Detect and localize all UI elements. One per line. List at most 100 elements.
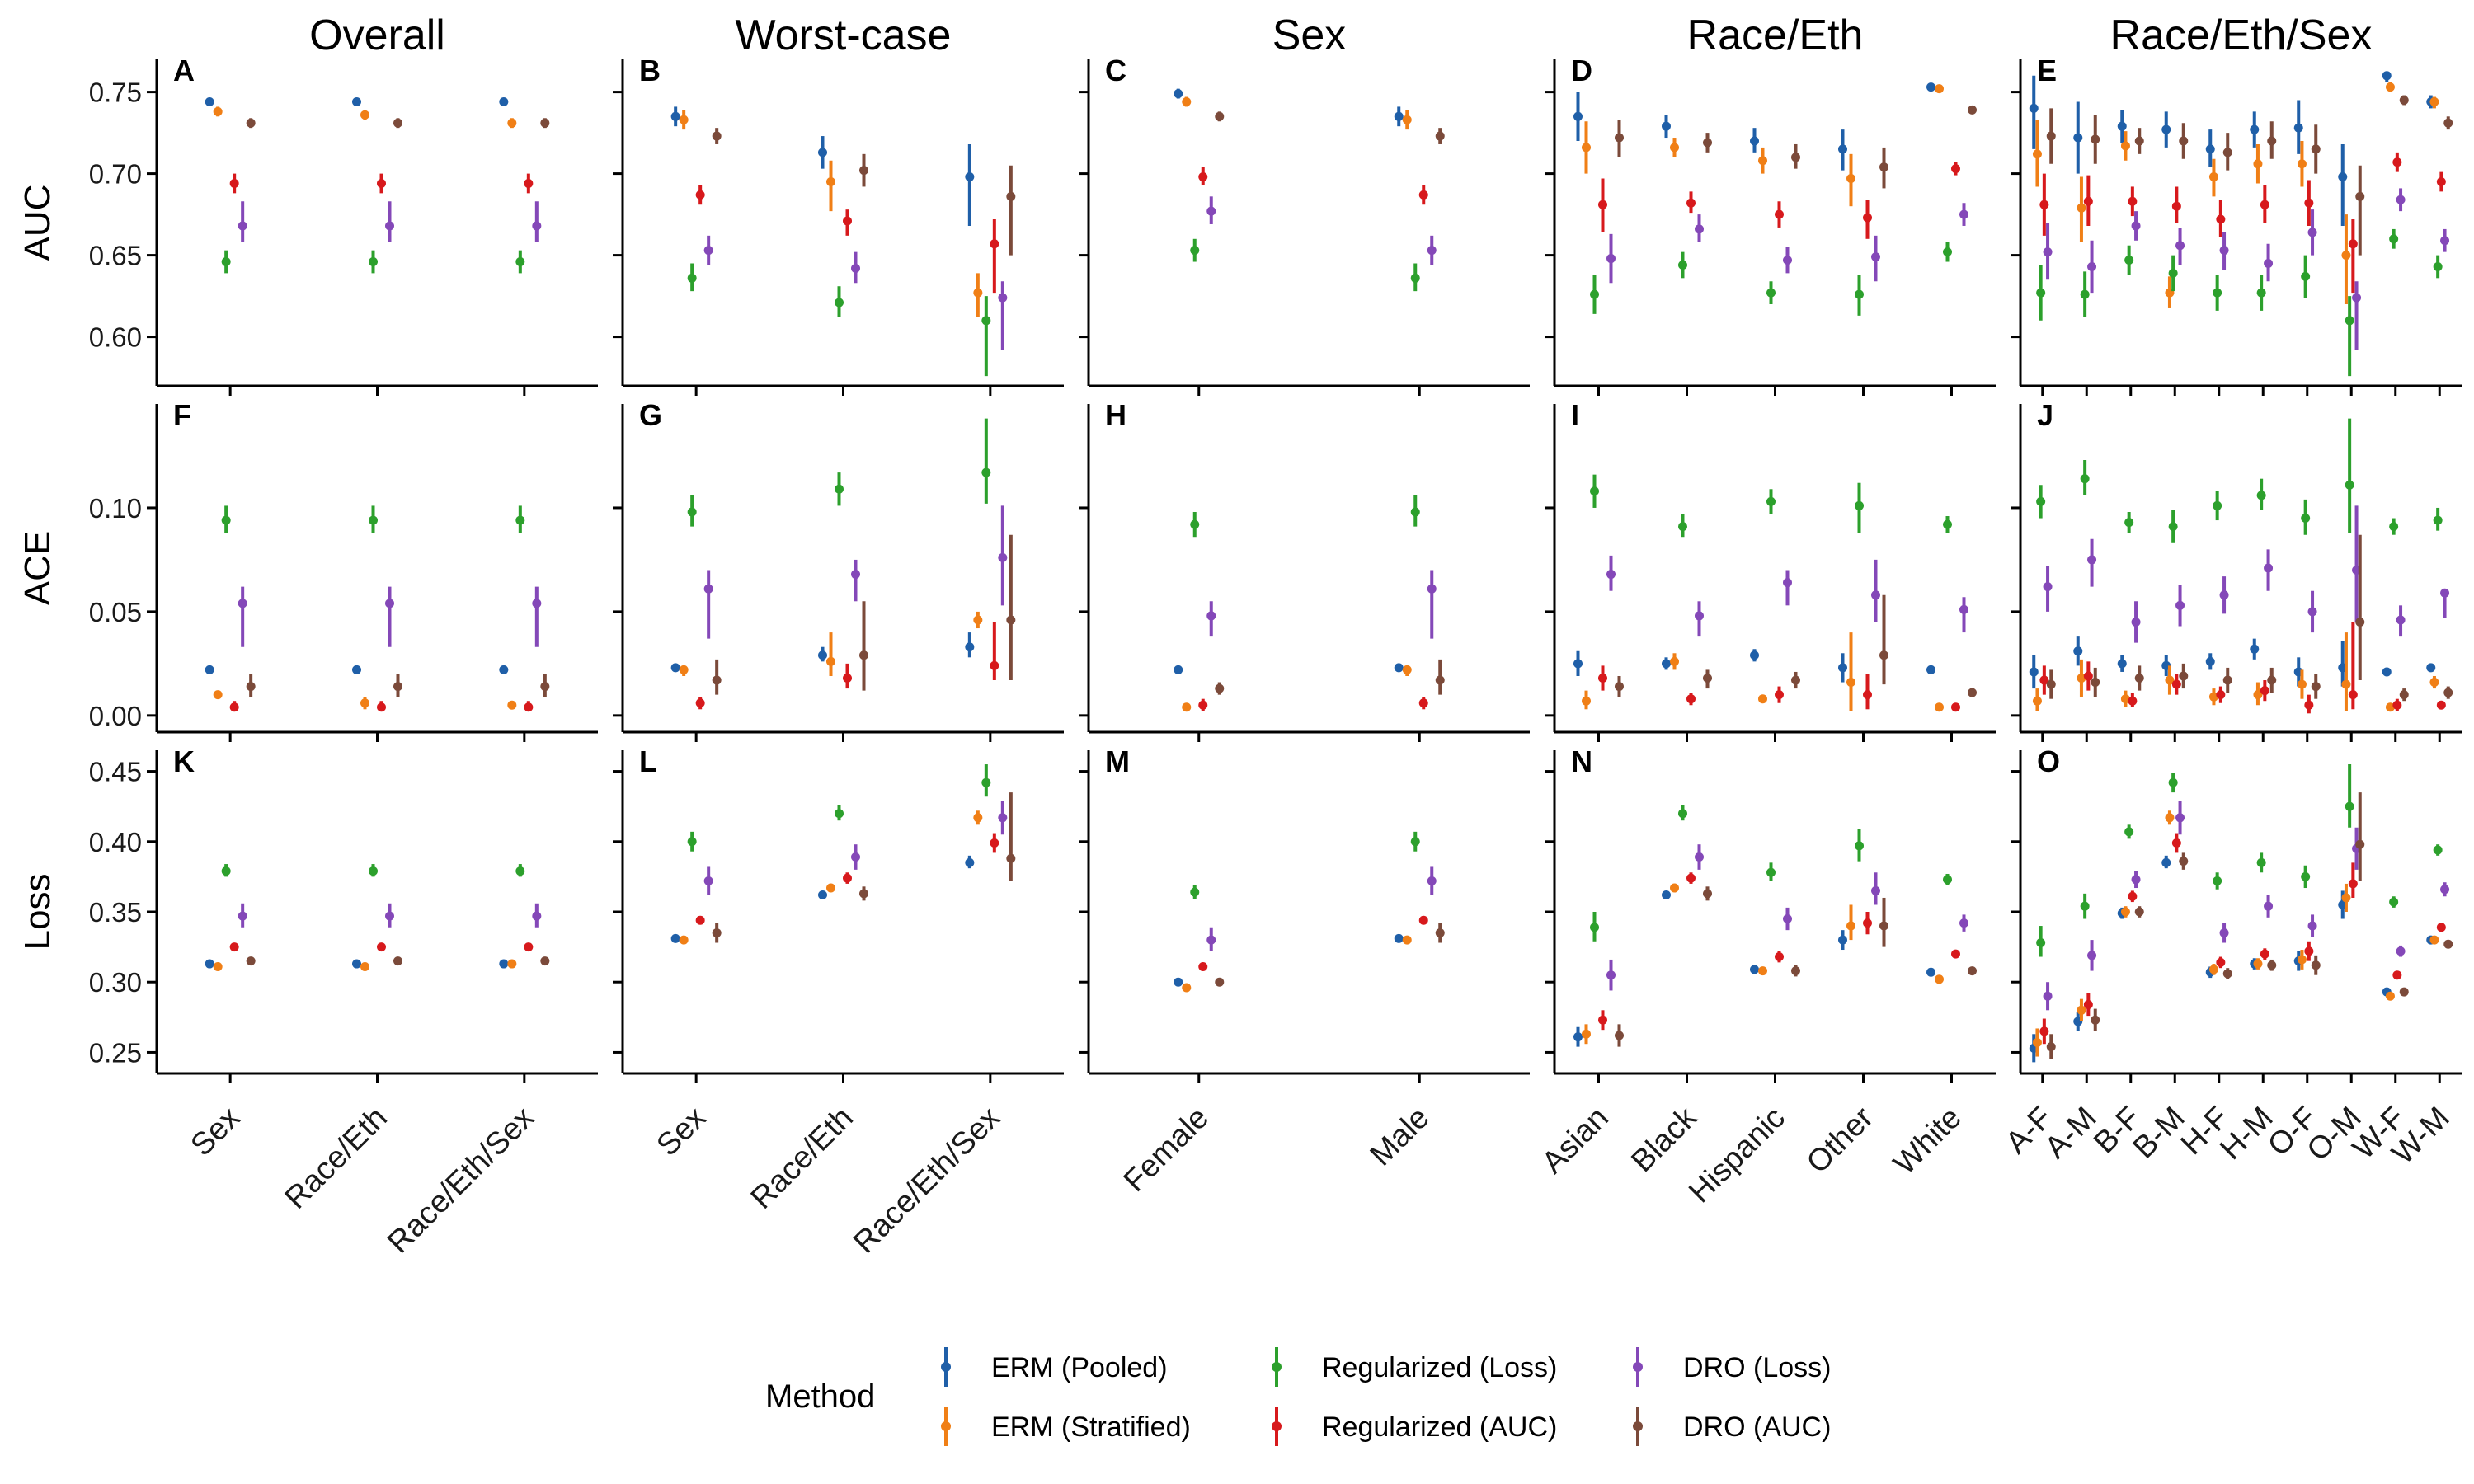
panel-tag: K	[173, 744, 195, 778]
legend: Method ERM (Pooled) ERM (Stratified) Regula…	[765, 1347, 1831, 1446]
data-point	[2222, 148, 2232, 157]
data-point	[2396, 946, 2406, 956]
legend-item: ERM (Stratified)	[941, 1407, 1191, 1446]
panel-tag: D	[1571, 54, 1592, 87]
data-point	[2039, 1026, 2049, 1036]
data-point	[1783, 256, 1792, 265]
data-point	[1573, 659, 1583, 669]
data-point	[670, 663, 680, 673]
column-title: Race/Eth/Sex	[2110, 12, 2373, 59]
data-point	[1695, 611, 1704, 621]
y-tick-label: 0.30	[89, 967, 142, 998]
legend-key-point	[1633, 1421, 1643, 1431]
data-point	[385, 911, 394, 921]
data-point	[1968, 688, 1977, 697]
data-point	[524, 178, 534, 188]
panel-K: K 0.25 0.30 0.35 0.40 0.45 Sex Race/EthRace/Eth…	[89, 744, 598, 1261]
data-point	[2385, 991, 2395, 1001]
data-point	[2080, 901, 2090, 911]
data-point	[1766, 496, 1776, 506]
data-point	[2426, 663, 2436, 673]
panel-tag: O	[2037, 744, 2060, 778]
data-point	[2264, 901, 2274, 911]
data-point	[2161, 857, 2171, 867]
data-point	[1410, 507, 1420, 517]
data-point	[2304, 946, 2314, 956]
data-point	[835, 484, 844, 494]
data-point	[1750, 965, 1759, 974]
data-point	[1206, 611, 1216, 621]
data-point	[998, 813, 1008, 823]
y-tick-label: 0.45	[89, 757, 142, 787]
data-point	[2124, 827, 2134, 837]
data-point	[2131, 221, 2141, 231]
data-point	[2073, 133, 2083, 143]
data-point	[2219, 928, 2229, 938]
data-point	[990, 838, 999, 848]
data-point	[1590, 486, 1599, 496]
data-point	[2208, 692, 2218, 702]
data-point	[1935, 702, 1944, 712]
data-point	[2077, 203, 2086, 213]
data-point	[2029, 667, 2039, 677]
data-point	[2267, 960, 2277, 970]
data-point	[2134, 674, 2144, 683]
data-point	[2087, 261, 2097, 271]
data-point	[2264, 563, 2274, 573]
data-point	[1871, 885, 1880, 895]
data-point	[2175, 241, 2185, 251]
panel-E: E	[2011, 54, 2462, 396]
data-point	[1410, 837, 1420, 847]
data-point	[2267, 675, 2277, 685]
data-point	[2250, 644, 2260, 654]
data-point	[2392, 157, 2402, 167]
data-point	[973, 288, 983, 298]
data-point	[2392, 700, 2402, 710]
data-point	[1871, 252, 1880, 262]
data-point	[835, 809, 844, 819]
data-point	[1435, 928, 1445, 938]
panel-tag: F	[173, 398, 191, 432]
data-point	[1598, 674, 1607, 683]
data-point	[1678, 260, 1687, 270]
data-point	[1846, 678, 1856, 688]
y-tick-label: 0.25	[89, 1037, 142, 1068]
data-point	[2440, 588, 2450, 598]
data-point	[540, 956, 550, 966]
data-point	[2128, 891, 2138, 901]
data-point	[1573, 1032, 1583, 1042]
data-point	[377, 942, 386, 952]
data-point	[1943, 875, 1952, 885]
data-point	[1783, 914, 1792, 924]
data-point	[2046, 131, 2056, 141]
data-point	[2253, 690, 2263, 700]
data-point	[2165, 675, 2175, 685]
data-point	[1758, 694, 1767, 704]
data-point	[369, 515, 378, 525]
data-point	[1846, 174, 1856, 184]
data-point	[2307, 228, 2317, 237]
data-point	[1206, 206, 1216, 216]
data-point	[2443, 939, 2453, 949]
data-point	[1435, 131, 1445, 141]
data-point	[1686, 873, 1696, 883]
data-point	[2433, 261, 2443, 271]
data-point	[2077, 1005, 2086, 1015]
data-point	[2205, 656, 2215, 666]
data-point	[2260, 686, 2269, 696]
data-point	[1174, 665, 1183, 674]
data-point	[1615, 133, 1624, 143]
data-point	[998, 552, 1008, 562]
data-point	[2039, 200, 2049, 209]
data-point	[2355, 839, 2365, 849]
data-point	[213, 106, 223, 116]
data-point	[2297, 679, 2307, 689]
data-point	[213, 961, 223, 971]
data-point	[2036, 496, 2046, 506]
legend-key-point	[1272, 1421, 1282, 1431]
data-point	[1863, 918, 1872, 928]
data-point	[1838, 144, 1847, 154]
x-tick-label: Black	[1625, 1100, 1704, 1179]
y-tick-label: 0.75	[89, 77, 142, 108]
data-point	[1951, 164, 1960, 174]
